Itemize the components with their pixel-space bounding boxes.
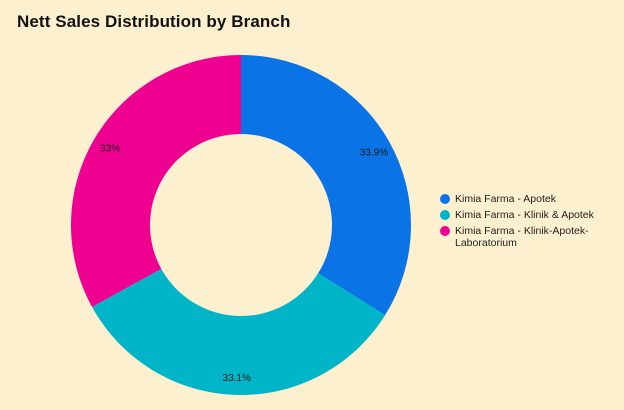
donut-slice-2[interactable] <box>70 55 242 307</box>
legend-item-klinik-apotek[interactable]: Kimia Farma - Klinik & Apotek <box>440 209 620 221</box>
legend-item-klinik-apotek-laboratorium[interactable]: Kimia Farma - Klinik-Apotek-Laboratorium <box>440 225 620 249</box>
chart-title: Nett Sales Distribution by Branch <box>17 12 291 31</box>
legend-item-apotek[interactable]: Kimia Farma - Apotek <box>440 193 620 205</box>
donut-slices <box>70 55 412 396</box>
legend-swatch <box>440 210 450 220</box>
legend-label: Kimia Farma - Apotek <box>455 193 556 205</box>
chart-legend: Kimia Farma - Apotek Kimia Farma - Klini… <box>440 193 620 253</box>
donut-labels: 33.9% 33.1% 33% <box>100 144 388 384</box>
legend-swatch <box>440 226 450 236</box>
legend-swatch <box>440 194 450 204</box>
slice-label-1: 33.1% <box>223 373 251 384</box>
slice-label-2: 33% <box>100 144 120 155</box>
legend-label: Kimia Farma - Klinik-Apotek-Laboratorium <box>455 225 589 249</box>
donut-slice-1[interactable] <box>92 268 386 396</box>
legend-label: Kimia Farma - Klinik & Apotek <box>455 209 594 221</box>
slice-label-0: 33.9% <box>360 147 388 158</box>
donut-slice-0[interactable] <box>241 55 412 316</box>
